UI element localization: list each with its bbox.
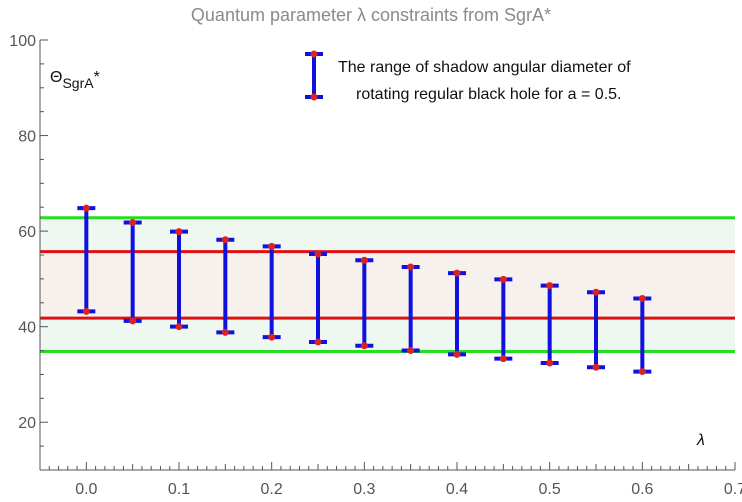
- legend: The range of shadow angular diameter of …: [305, 50, 631, 103]
- error-bar-endpoint-lower: [129, 317, 137, 325]
- error-bar-endpoint-lower: [407, 347, 415, 355]
- error-bar-endpoint-lower: [314, 338, 322, 346]
- error-bar-endpoint-upper: [221, 236, 229, 244]
- y-axis-label-star: *: [94, 69, 100, 86]
- x-tick-label: 0.5: [539, 481, 561, 498]
- x-tick-label: 0.1: [168, 481, 190, 498]
- error-bar-endpoint-lower: [638, 368, 646, 376]
- error-bar-endpoint-lower: [82, 307, 90, 315]
- error-bar-endpoint-upper: [638, 294, 646, 302]
- band-1: [40, 251, 735, 319]
- error-bar-endpoint-upper: [407, 263, 415, 271]
- axis-ticks: 0.0 0.1 0.2 0.3 0.4 0.5 0.6 0.7 20 40 60 80 100: [9, 33, 742, 498]
- legend-endpoint-bottom: [310, 93, 318, 101]
- x-tick-label: 0.3: [353, 481, 375, 498]
- error-bar-endpoint-lower: [453, 350, 461, 358]
- error-bar-endpoint-upper: [592, 288, 600, 296]
- error-bar-endpoint-lower: [499, 355, 507, 363]
- error-bar-endpoint-upper: [175, 228, 183, 236]
- x-tick-label: 0.4: [446, 481, 468, 498]
- x-tick-label: 0.2: [261, 481, 283, 498]
- legend-line-1: The range of shadow angular diameter of: [338, 59, 631, 76]
- x-tick-label: 0.6: [631, 481, 653, 498]
- y-tick-label: 40: [18, 320, 36, 337]
- y-tick-label: 80: [18, 129, 36, 146]
- constraint-lines: [40, 216, 735, 354]
- error-bar-endpoint-upper: [314, 250, 322, 258]
- error-bar-endpoint-lower: [268, 333, 276, 341]
- error-bar-endpoint-lower: [546, 359, 554, 367]
- y-tick-label: 60: [18, 224, 36, 241]
- chart-title-text: Quantum parameter λ constraints from Sgr…: [191, 5, 551, 25]
- error-bar-endpoint-lower: [360, 342, 368, 350]
- error-bar-endpoint-lower: [221, 328, 229, 336]
- error-bar-endpoint-upper: [360, 256, 368, 264]
- legend-endpoint-top: [310, 50, 318, 58]
- error-bar-endpoint-lower: [592, 363, 600, 371]
- error-bar-endpoint-upper: [453, 269, 461, 277]
- error-bar-endpoint-upper: [499, 275, 507, 283]
- error-bars: [77, 204, 652, 376]
- y-tick-label: 20: [18, 415, 36, 432]
- x-axis-label: λ: [696, 432, 705, 449]
- error-bar-endpoint-lower: [175, 323, 183, 331]
- chart-title: Quantum parameter λ constraints from Sgr…: [191, 5, 551, 25]
- x-tick-label: 0.7: [724, 481, 742, 498]
- error-bar-endpoint-upper: [546, 282, 554, 290]
- error-bar-endpoint-upper: [268, 242, 276, 250]
- error-bar-endpoint-upper: [129, 219, 137, 227]
- legend-line-2: rotating regular black hole for a = 0.5.: [356, 86, 622, 103]
- confidence-bands: [40, 217, 735, 352]
- error-bar-endpoint-upper: [82, 204, 90, 212]
- y-axis-label: ΘSgrA*: [50, 69, 100, 91]
- y-axis-label-subscript: SgrA: [62, 75, 94, 91]
- y-axis-label-symbol: Θ: [50, 69, 62, 86]
- x-tick-label: 0.0: [75, 481, 97, 498]
- y-tick-label: 100: [9, 33, 36, 50]
